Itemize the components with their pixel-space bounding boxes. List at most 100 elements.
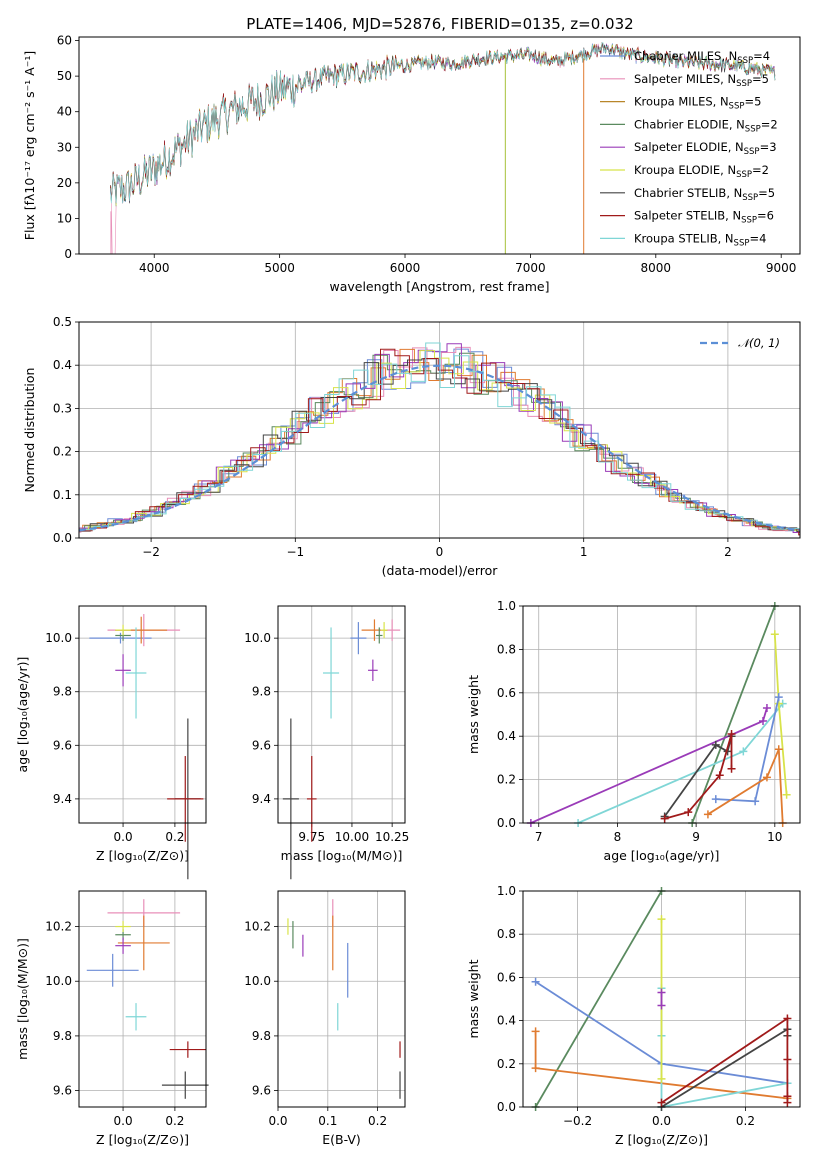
mass-vs-Z-point — [117, 915, 170, 971]
weight-vs-age-ytick-label: 1.0 — [497, 599, 516, 613]
age-vs-Z-xtick-label: 0.0 — [114, 830, 133, 844]
age-vs-Z-frame — [78, 605, 207, 824]
spectrum-xtick-label: 4000 — [139, 261, 170, 275]
spectrum-ytick-label: 10 — [57, 211, 72, 225]
weight-vs-age-ytick-label: 0.8 — [497, 642, 516, 656]
age-vs-mass-xlabel: mass [log₁₀(M/M⊙)] — [281, 848, 403, 863]
residuals-xtick-label: 0 — [436, 545, 444, 559]
mass-vs-Z-point — [115, 921, 131, 933]
spectrum-xtick-label: 8000 — [641, 261, 672, 275]
weight-vs-age-marker — [711, 795, 720, 804]
weight-vs-Z-marker — [657, 988, 666, 997]
residuals-xlabel: (data-model)/error — [382, 563, 499, 578]
residuals-histogram — [79, 350, 800, 532]
spectrum-legend-label: Salpeter MILES, NSSP=5 — [634, 72, 769, 89]
mass-vs-Z-point — [115, 937, 131, 954]
age-vs-Z-ytick-label: 9.8 — [53, 685, 72, 699]
residuals-ylabel: Normed distribution — [22, 368, 37, 493]
weight-vs-age-marker — [711, 740, 720, 749]
residuals-ytick-label: 0.1 — [53, 488, 72, 502]
mass-vs-EBV-ytick-label: 10.2 — [244, 920, 271, 934]
weight-vs-Z-xtick-label: 0.0 — [652, 1114, 671, 1128]
weight-vs-age-marker — [739, 747, 748, 756]
weight-vs-Z-marker — [783, 1014, 792, 1023]
age-vs-Z-point — [115, 624, 131, 636]
mass-vs-EBV-axes: 0.0 0.1 0.2 9.6 9.8 10.0 10.2 E(B-V) — [244, 891, 405, 1147]
residuals-xtick-label: −2 — [142, 545, 160, 559]
age-vs-Z-ylabel: age [log₁₀(age/yr)] — [15, 657, 30, 773]
weight-vs-Z-marker — [657, 1001, 666, 1010]
spectrum-xlabel: wavelength [Angstrom, rest frame] — [329, 279, 549, 294]
weight-vs-Z-marker — [531, 977, 540, 986]
mass-vs-Z-point — [169, 1041, 206, 1058]
age-vs-mass-frame — [277, 605, 406, 824]
mass-vs-Z-ytick-label: 9.6 — [53, 1084, 72, 1098]
age-vs-mass-point — [350, 622, 367, 655]
age-vs-Z-point — [115, 654, 131, 687]
spectrum-xtick-label: 7000 — [515, 261, 546, 275]
age-vs-mass-ytick-label: 9.8 — [252, 685, 271, 699]
spectrum-title: PLATE=1406, MJD=52876, FIBERID=0135, z=0… — [246, 15, 633, 33]
mass-vs-Z-point — [161, 1071, 209, 1099]
spectrum-ylabel: Flux [fλ10⁻¹⁷ erg cm⁻² s⁻¹ A⁻¹] — [22, 51, 37, 240]
residuals-ytick-label: 0.4 — [53, 358, 72, 372]
mass-vs-Z-xlabel: Z [log₁₀(Z/Z⊙)] — [96, 1132, 189, 1147]
weight-vs-Z-frame — [522, 890, 801, 1108]
residuals-xtick-label: 1 — [580, 545, 588, 559]
spectrum-legend-label: Kroupa STELIB, NSSP=4 — [634, 231, 766, 248]
age-vs-mass-ytick-label: 9.4 — [252, 792, 271, 806]
spectrum-legend-label: Chabrier STELIB, NSSP=5 — [634, 186, 775, 203]
weight-vs-Z-marker — [657, 915, 666, 924]
weight-vs-age-marker — [759, 717, 768, 726]
weight-vs-age-marker — [703, 810, 712, 819]
age-vs-Z-point — [167, 756, 204, 842]
residuals-frame — [78, 321, 801, 539]
weight-vs-age-ylabel: mass weight — [466, 675, 481, 754]
residuals-xtick-label: 2 — [724, 545, 732, 559]
residuals-legend-label: 𝒩(0, 1) — [738, 336, 780, 350]
weight-vs-age-marker — [782, 790, 791, 799]
weight-vs-age-marker — [684, 808, 693, 817]
weight-vs-age-marker — [762, 703, 771, 712]
age-vs-Z-ytick-label: 10.0 — [45, 631, 72, 645]
weight-vs-Z-ylabel: mass weight — [466, 959, 481, 1038]
residuals-xtick-label: −1 — [286, 545, 304, 559]
weight-vs-age-xtick-label: 9 — [692, 830, 700, 844]
weight-vs-Z-ytick-label: 0.2 — [497, 1057, 516, 1071]
spectrum-ytick-label: 50 — [57, 69, 72, 83]
weight-vs-Z-xtick-label: −0.2 — [563, 1114, 592, 1128]
age-vs-mass-ytick-label: 10.0 — [244, 631, 271, 645]
mass-vs-EBV-ytick-label: 9.6 — [252, 1084, 271, 1098]
weight-vs-age-marker — [762, 773, 771, 782]
weight-vs-age-ytick-label: 0.6 — [497, 686, 516, 700]
spectrum-legend-label: Kroupa ELODIE, NSSP=2 — [634, 163, 769, 180]
residuals-ytick-label: 0.3 — [53, 401, 72, 415]
residuals-axes: −2 −1 0 1 2 0.0 0.1 0.2 0.3 0.4 0.5 (data-model)/er… — [22, 315, 801, 578]
age-vs-Z-xtick-label: 0.2 — [165, 830, 184, 844]
weight-vs-age-ytick-label: 0.4 — [497, 729, 516, 743]
mass-vs-EBV-xtick-label: 0.2 — [368, 1114, 387, 1128]
weight-vs-age-marker — [751, 797, 760, 806]
age-vs-Z-ytick-label: 9.6 — [53, 738, 72, 752]
weight-vs-Z-xlabel: Z [log₁₀(Z/Z⊙)] — [615, 1132, 708, 1147]
weight-vs-Z-axes: −0.2 0.0 0.2 0.0 0.2 0.4 0.6 0.8 1.0 Z [log₁₀(Z/Z… — [466, 884, 800, 1147]
age-vs-Z-point — [125, 627, 147, 719]
age-vs-mass-point — [282, 718, 299, 880]
mass-vs-EBV-ytick-label: 9.8 — [252, 1029, 271, 1043]
age-vs-mass-xtick-label: 10.25 — [375, 830, 409, 844]
weight-vs-Z-marker — [657, 1074, 666, 1083]
mass-vs-EBV-xtick-label: 0.0 — [268, 1114, 287, 1128]
mass-vs-Z-xtick-label: 0.0 — [114, 1114, 133, 1128]
weight-vs-age-xtick-label: 8 — [614, 830, 622, 844]
age-vs-mass-point — [306, 756, 317, 842]
mass-vs-Z-axes: 0.0 0.2 9.6 9.8 10.0 10.2 Z [log₁₀(Z/Z⊙)] mass … — [15, 891, 206, 1147]
spectrum-xtick-label: 9000 — [766, 261, 797, 275]
age-vs-mass-point — [323, 627, 340, 719]
age-vs-mass-xtick-label: 10.00 — [335, 830, 369, 844]
spectrum-legend-label: Chabrier ELODIE, NSSP=2 — [634, 117, 778, 134]
weight-vs-age-xtick-label: 7 — [535, 830, 543, 844]
weight-vs-age-frame — [522, 605, 801, 824]
weight-vs-age-marker — [660, 814, 669, 823]
spectrum-ytick-label: 20 — [57, 176, 72, 190]
